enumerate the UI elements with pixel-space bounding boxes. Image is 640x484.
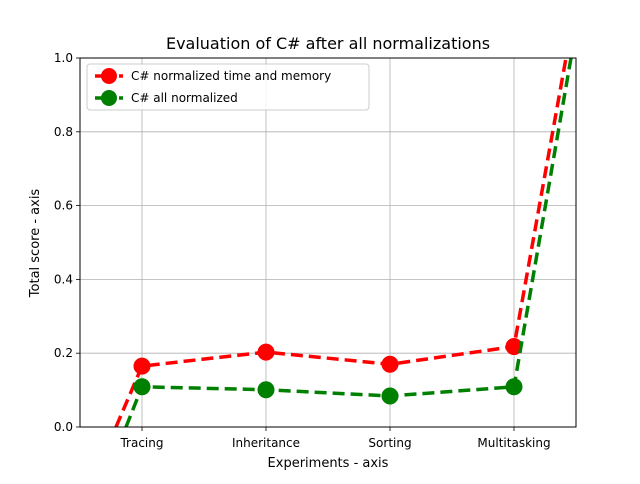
x-tick-label: Sorting: [368, 436, 411, 450]
legend-marker: [101, 68, 117, 84]
plot-area-frame: [79, 57, 577, 428]
y-tick-label: 0.4: [54, 272, 73, 286]
series-group: [114, 58, 568, 427]
y-tick-label: 1.0: [54, 51, 73, 65]
y-tick-label: 0.0: [54, 420, 73, 434]
legend-label: C# normalized time and memory: [131, 69, 331, 83]
data-point-marker: [381, 355, 399, 373]
y-axis-label: Total score - axis: [28, 189, 43, 299]
data-point-marker: [133, 357, 151, 375]
chart-title: Evaluation of C# after all normalization…: [166, 34, 490, 53]
x-tick-label: Tracing: [119, 436, 163, 450]
legend-label: C# all normalized: [131, 91, 238, 105]
y-tick-label: 0.6: [54, 199, 73, 213]
y-tick-label: 0.2: [54, 346, 73, 360]
series-line: [114, 58, 568, 427]
axis-ticks: 0.0 0.2 0.4 0.6 0.8 1.0 Tracing Inheritance Sort…: [54, 51, 551, 450]
x-tick-label: Multitasking: [477, 436, 550, 450]
x-axis-label: Experiments - axis: [268, 456, 389, 471]
legend-box: [86, 63, 370, 111]
data-point-marker: [505, 378, 523, 396]
x-tick-label: Inheritance: [232, 436, 300, 450]
data-point-marker: [257, 381, 275, 399]
data-point-marker: [257, 343, 275, 361]
legend-marker: [101, 90, 117, 106]
series-lines: [114, 58, 573, 427]
y-tick-label: 0.8: [54, 125, 73, 139]
data-point-marker: [133, 378, 151, 396]
legend: C# normalized time and memory C# all norm…: [86, 63, 370, 111]
data-point-marker: [381, 387, 399, 405]
